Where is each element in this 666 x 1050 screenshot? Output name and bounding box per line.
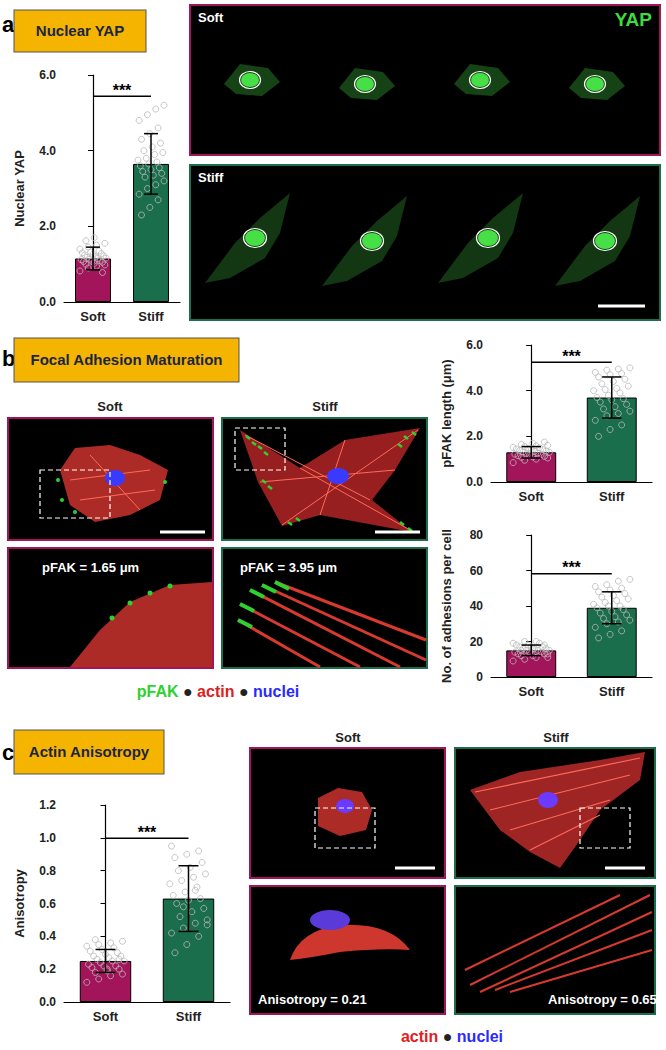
svg-text:Stiff: Stiff bbox=[198, 170, 224, 185]
svg-text:Anisotropy = 0.65: Anisotropy = 0.65 bbox=[548, 992, 657, 1007]
svg-text:2.0: 2.0 bbox=[466, 429, 483, 443]
svg-text:40: 40 bbox=[470, 599, 484, 613]
svg-text:0.0: 0.0 bbox=[39, 995, 56, 1009]
svg-text:0.0: 0.0 bbox=[39, 295, 56, 309]
svg-text:0.6: 0.6 bbox=[39, 897, 56, 911]
svg-text:c: c bbox=[2, 740, 14, 765]
svg-text:6.0: 6.0 bbox=[39, 68, 56, 82]
svg-text:a: a bbox=[2, 12, 15, 37]
svg-text:Stiff: Stiff bbox=[138, 309, 164, 324]
svg-text:pFAK length (μm): pFAK length (μm) bbox=[439, 359, 454, 467]
svg-text:Soft: Soft bbox=[97, 399, 123, 414]
svg-text:***: *** bbox=[562, 559, 581, 576]
svg-text:1.0: 1.0 bbox=[39, 831, 56, 845]
svg-text:Stiff: Stiff bbox=[599, 684, 625, 699]
svg-text:Nuclear YAP: Nuclear YAP bbox=[36, 22, 124, 39]
svg-text:1.2: 1.2 bbox=[39, 798, 56, 812]
svg-text:0.8: 0.8 bbox=[39, 864, 56, 878]
svg-text:0: 0 bbox=[476, 670, 483, 684]
svg-text:4.0: 4.0 bbox=[39, 144, 56, 158]
svg-text:Soft: Soft bbox=[335, 730, 361, 745]
svg-text:Stiff: Stiff bbox=[176, 1009, 202, 1024]
svg-text:***: *** bbox=[138, 824, 157, 841]
svg-text:pFAK = 1.65 μm: pFAK = 1.65 μm bbox=[42, 560, 139, 575]
svg-text:20: 20 bbox=[470, 635, 484, 649]
svg-text:6.0: 6.0 bbox=[466, 338, 483, 352]
svg-text:No. of adhesions per cell: No. of adhesions per cell bbox=[439, 529, 454, 683]
svg-text:80: 80 bbox=[470, 528, 484, 542]
svg-text:2.0: 2.0 bbox=[39, 219, 56, 233]
svg-text:Actin Anisotropy: Actin Anisotropy bbox=[29, 743, 150, 760]
svg-text:0.0: 0.0 bbox=[466, 475, 483, 489]
svg-text:Focal Adhesion Maturation: Focal Adhesion Maturation bbox=[31, 351, 223, 368]
svg-text:Soft: Soft bbox=[519, 684, 545, 699]
svg-text:actin ● nuclei: actin ● nuclei bbox=[401, 1028, 503, 1045]
svg-text:Nuclear YAP: Nuclear YAP bbox=[12, 150, 27, 227]
svg-text:0.4: 0.4 bbox=[39, 929, 56, 943]
svg-text:***: *** bbox=[562, 348, 581, 365]
svg-text:Stiff: Stiff bbox=[599, 489, 625, 504]
svg-text:pFAK = 3.95 μm: pFAK = 3.95 μm bbox=[240, 560, 337, 575]
svg-text:Soft: Soft bbox=[80, 309, 106, 324]
svg-text:Anisotropy: Anisotropy bbox=[12, 868, 27, 937]
svg-text:Stiff: Stiff bbox=[543, 730, 569, 745]
svg-text:pFAK ● actin ● nuclei: pFAK ● actin ● nuclei bbox=[137, 683, 299, 700]
svg-text:Stiff: Stiff bbox=[312, 399, 338, 414]
svg-text:60: 60 bbox=[470, 564, 484, 578]
svg-text:Soft: Soft bbox=[198, 10, 224, 25]
svg-text:Soft: Soft bbox=[93, 1009, 119, 1024]
svg-text:0.2: 0.2 bbox=[39, 962, 56, 976]
svg-text:b: b bbox=[2, 346, 15, 371]
svg-text:***: *** bbox=[113, 82, 132, 99]
svg-text:4.0: 4.0 bbox=[466, 384, 483, 398]
svg-text:Anisotropy = 0.21: Anisotropy = 0.21 bbox=[258, 992, 367, 1007]
svg-text:YAP: YAP bbox=[615, 9, 653, 30]
svg-text:Soft: Soft bbox=[519, 489, 545, 504]
